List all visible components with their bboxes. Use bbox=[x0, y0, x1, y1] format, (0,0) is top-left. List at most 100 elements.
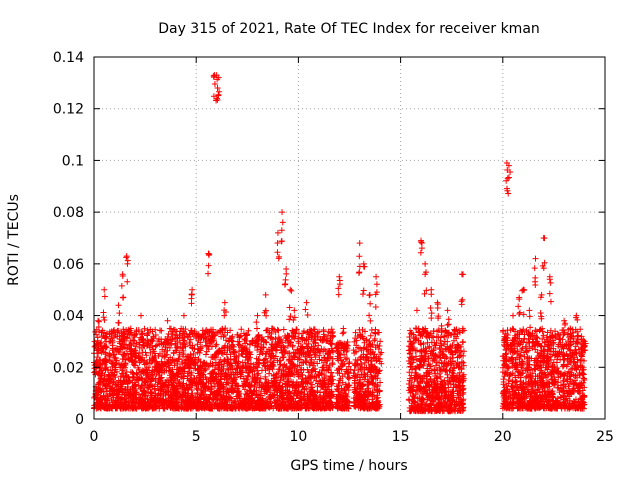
data-point-cloud bbox=[334, 394, 341, 401]
data-point-cloud bbox=[129, 337, 136, 344]
data-point-cloud bbox=[407, 385, 414, 392]
data-point-cloud bbox=[304, 343, 311, 350]
data-point-cloud bbox=[412, 391, 419, 398]
data-point-cloud bbox=[441, 384, 448, 391]
data-point-cloud bbox=[284, 342, 291, 349]
data-point-cloud bbox=[319, 405, 326, 412]
data-point-cloud bbox=[407, 327, 414, 334]
data-point-cloud bbox=[452, 328, 459, 335]
data-point-cloud bbox=[307, 384, 314, 391]
data-point-cloud bbox=[295, 405, 302, 412]
data-point-cloud bbox=[267, 353, 274, 360]
data-point-cloud bbox=[170, 350, 177, 357]
data-point-cloud bbox=[440, 363, 447, 370]
data-point-cloud bbox=[100, 393, 107, 400]
data-point-cloud bbox=[165, 379, 172, 386]
data-point-cloud bbox=[222, 397, 229, 404]
data-point-cloud bbox=[372, 372, 379, 379]
data-point-cloud bbox=[234, 331, 241, 338]
data-point-cloud bbox=[417, 358, 424, 365]
data-point-cloud bbox=[243, 332, 250, 339]
data-point-cloud bbox=[363, 344, 370, 351]
data-point-cloud bbox=[154, 381, 161, 388]
data-point-cloud bbox=[325, 366, 332, 373]
data-point-cloud bbox=[409, 359, 416, 366]
data-point-cloud bbox=[217, 392, 224, 399]
data-point-cloud bbox=[181, 368, 188, 375]
data-point-cloud bbox=[459, 338, 466, 345]
data-point-cloud bbox=[188, 327, 195, 334]
data-point-cloud bbox=[211, 382, 218, 389]
data-point-cloud bbox=[171, 358, 178, 365]
data-point-cloud bbox=[180, 375, 187, 382]
data-point-cloud bbox=[316, 348, 323, 355]
data-point-cloud bbox=[245, 395, 252, 402]
data-point-cloud bbox=[424, 365, 431, 372]
data-point-cloud bbox=[137, 394, 144, 401]
data-point-cloud bbox=[356, 401, 363, 408]
data-point-cloud bbox=[372, 344, 379, 351]
data-point-cloud bbox=[297, 343, 304, 350]
data-point-cloud bbox=[309, 362, 316, 369]
grid-lines bbox=[94, 57, 605, 419]
data-point-cloud bbox=[133, 370, 140, 377]
data-point-cloud bbox=[419, 407, 426, 414]
data-point-cloud bbox=[275, 327, 282, 334]
data-point-cloud bbox=[241, 336, 248, 343]
data-point-cloud bbox=[364, 378, 371, 385]
data-point-cloud bbox=[176, 349, 183, 356]
data-point-cloud bbox=[505, 376, 512, 383]
data-point-cloud bbox=[414, 375, 421, 382]
data-point-cloud bbox=[139, 354, 146, 361]
data-point-cloud bbox=[249, 337, 256, 344]
data-point-cloud bbox=[300, 359, 307, 366]
data-point-cloud bbox=[140, 391, 147, 398]
data-point-cloud bbox=[284, 383, 291, 390]
data-point-cloud bbox=[125, 377, 132, 384]
data-point-cloud bbox=[311, 326, 318, 333]
data-point-cloud bbox=[190, 365, 197, 372]
data-point-cloud bbox=[369, 341, 376, 348]
data-point-cloud bbox=[376, 401, 383, 408]
data-point-cloud bbox=[276, 365, 283, 372]
data-point-cloud bbox=[502, 370, 509, 377]
data-point-cloud bbox=[563, 376, 570, 383]
data-point-cloud bbox=[271, 355, 278, 362]
data-point-cloud bbox=[439, 380, 446, 387]
data-point-cloud bbox=[304, 353, 311, 360]
data-point-cloud bbox=[361, 371, 368, 378]
data-point-cloud bbox=[302, 374, 309, 381]
data-point-cloud bbox=[171, 376, 178, 383]
data-point-cloud bbox=[218, 373, 225, 380]
data-point-cloud bbox=[167, 325, 174, 332]
data-point-cloud bbox=[186, 331, 193, 338]
data-point-cloud bbox=[278, 401, 285, 408]
data-point-cloud bbox=[175, 371, 182, 378]
data-point-cloud bbox=[268, 377, 275, 384]
data-point-cloud bbox=[123, 368, 130, 375]
data-point-cloud bbox=[287, 370, 294, 377]
data-point-cloud bbox=[144, 341, 151, 348]
data-point-cloud bbox=[408, 382, 415, 389]
data-point-cloud bbox=[295, 373, 302, 380]
data-point-cloud bbox=[350, 370, 357, 377]
data-point-cloud bbox=[459, 325, 466, 332]
data-point-cloud bbox=[205, 395, 212, 402]
data-point-cloud bbox=[328, 326, 335, 333]
data-point-cloud bbox=[232, 358, 239, 365]
data-point-cloud bbox=[366, 405, 373, 412]
data-point-cloud bbox=[140, 367, 147, 374]
data-point-cloud bbox=[91, 338, 98, 345]
data-point-cloud bbox=[188, 372, 195, 379]
data-point-cloud bbox=[301, 337, 308, 344]
data-point-cloud bbox=[556, 335, 563, 342]
data-point-cloud bbox=[132, 403, 139, 410]
data-point-cloud bbox=[208, 354, 215, 361]
data-point-cloud bbox=[374, 386, 381, 393]
data-point-cloud bbox=[236, 393, 243, 400]
data-point-cloud bbox=[342, 356, 349, 363]
data-point-cloud bbox=[168, 340, 175, 347]
data-point-cloud bbox=[368, 358, 375, 365]
data-point-cloud bbox=[164, 358, 171, 365]
data-point-cloud bbox=[285, 389, 292, 396]
